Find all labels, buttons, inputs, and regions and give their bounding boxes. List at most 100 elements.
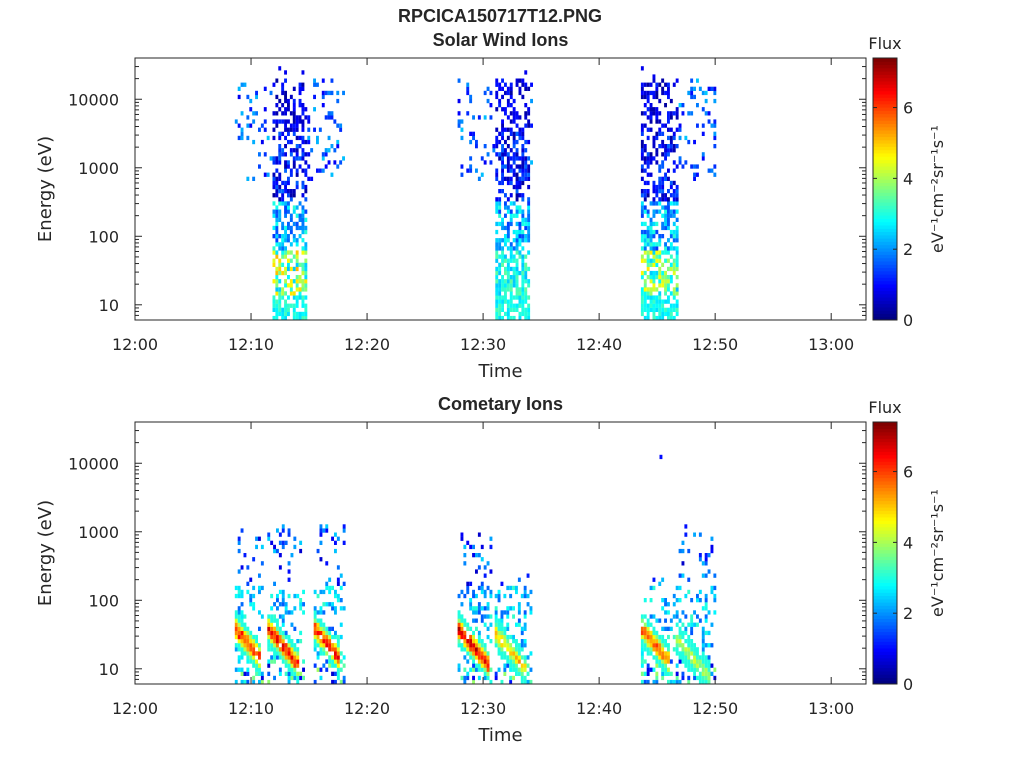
colorbar-segment [873, 644, 897, 649]
flux-cell [483, 573, 487, 578]
flux-cell [693, 622, 696, 627]
flux-cell [495, 127, 499, 132]
flux-cell [693, 675, 696, 681]
flux-cell [477, 610, 481, 615]
colorbar-segment [873, 670, 897, 675]
flux-cell [646, 630, 650, 636]
flux-cell [503, 639, 507, 644]
flux-cell [469, 139, 473, 145]
flux-cell [292, 111, 296, 116]
flux-cell [281, 242, 285, 247]
colorbar-segment [873, 293, 897, 298]
flux-cell [322, 528, 326, 533]
colorbar-segment [873, 425, 897, 430]
flux-cell [316, 643, 320, 648]
flux-cell [658, 168, 662, 173]
flux-cell [246, 630, 250, 636]
colorbar-segment [873, 516, 897, 521]
flux-cell [675, 634, 679, 640]
flux-cell [678, 679, 682, 685]
flux-cell [334, 540, 337, 545]
flux-cell [506, 626, 510, 631]
flux-cell [701, 643, 705, 648]
flux-cell [298, 103, 302, 108]
flux-cell [328, 626, 332, 631]
flux-cell [672, 135, 676, 141]
flux-cell [252, 585, 256, 591]
flux-cell [281, 86, 285, 91]
flux-cell [646, 667, 650, 672]
flux-cell [687, 659, 691, 664]
flux-cell [278, 107, 282, 112]
flux-cell [503, 610, 507, 615]
flux-cell [267, 532, 271, 537]
flux-cell [457, 626, 461, 631]
flux-cell [339, 123, 343, 128]
flux-cell [287, 651, 291, 656]
flux-cell [707, 569, 711, 574]
flux-cell [658, 311, 662, 317]
flux-cell [520, 630, 524, 636]
flux-cell [649, 160, 653, 165]
flux-cell [460, 589, 464, 595]
flux-cell [675, 115, 679, 120]
flux-cell [301, 111, 305, 116]
flux-cell [512, 614, 515, 619]
flux-cell [237, 606, 241, 611]
flux-cell [281, 111, 285, 116]
flux-cell [664, 626, 667, 631]
flux-cell [664, 82, 667, 87]
flux-cell [324, 148, 328, 153]
flux-cell [281, 82, 285, 87]
colorbar-segment [873, 575, 897, 580]
flux-cell [295, 184, 299, 190]
colorbar-1 [873, 58, 897, 321]
flux-cell [234, 643, 238, 648]
flux-cell [263, 107, 267, 112]
flux-cell [480, 581, 484, 586]
colorbar-segment [873, 569, 897, 574]
flux-cell [301, 180, 305, 186]
flux-cell [524, 238, 528, 243]
flux-cell [334, 663, 337, 668]
flux-cell [643, 643, 647, 648]
flux-cell [509, 217, 513, 222]
flux-cell [497, 626, 501, 631]
flux-cell [281, 643, 285, 648]
flux-cell [287, 193, 290, 198]
flux-cell [498, 209, 502, 214]
flux-cell [319, 647, 323, 652]
flux-cell [710, 536, 714, 541]
flux-cell [710, 585, 714, 591]
flux-cell [281, 630, 285, 636]
flux-cell [527, 201, 531, 206]
flux-cell [661, 303, 665, 308]
flux-cell [652, 279, 656, 284]
flux-cell [272, 209, 276, 214]
flux-cell [640, 655, 644, 660]
flux-cell [272, 234, 276, 239]
flux-cell [497, 622, 501, 627]
flux-cell [284, 311, 287, 317]
flux-cell [281, 291, 285, 296]
flux-cell [518, 205, 522, 210]
flux-cell [527, 164, 531, 169]
flux-cell [270, 634, 274, 640]
flux-cell [509, 651, 513, 656]
flux-cell [521, 193, 525, 198]
flux-cell [515, 197, 519, 202]
flux-cell [667, 148, 670, 153]
flux-cell [524, 111, 528, 116]
flux-cell [475, 643, 478, 648]
flux-cell [287, 176, 290, 181]
flux-cell [457, 639, 461, 644]
flux-cell [289, 213, 293, 218]
flux-cell [672, 291, 676, 296]
flux-cell [498, 152, 502, 157]
flux-cell [292, 119, 296, 124]
flux-cell [500, 679, 504, 685]
colorbar-segment [873, 94, 897, 98]
flux-cell [298, 82, 302, 87]
flux-cell [512, 119, 516, 124]
flux-cell [672, 180, 676, 186]
